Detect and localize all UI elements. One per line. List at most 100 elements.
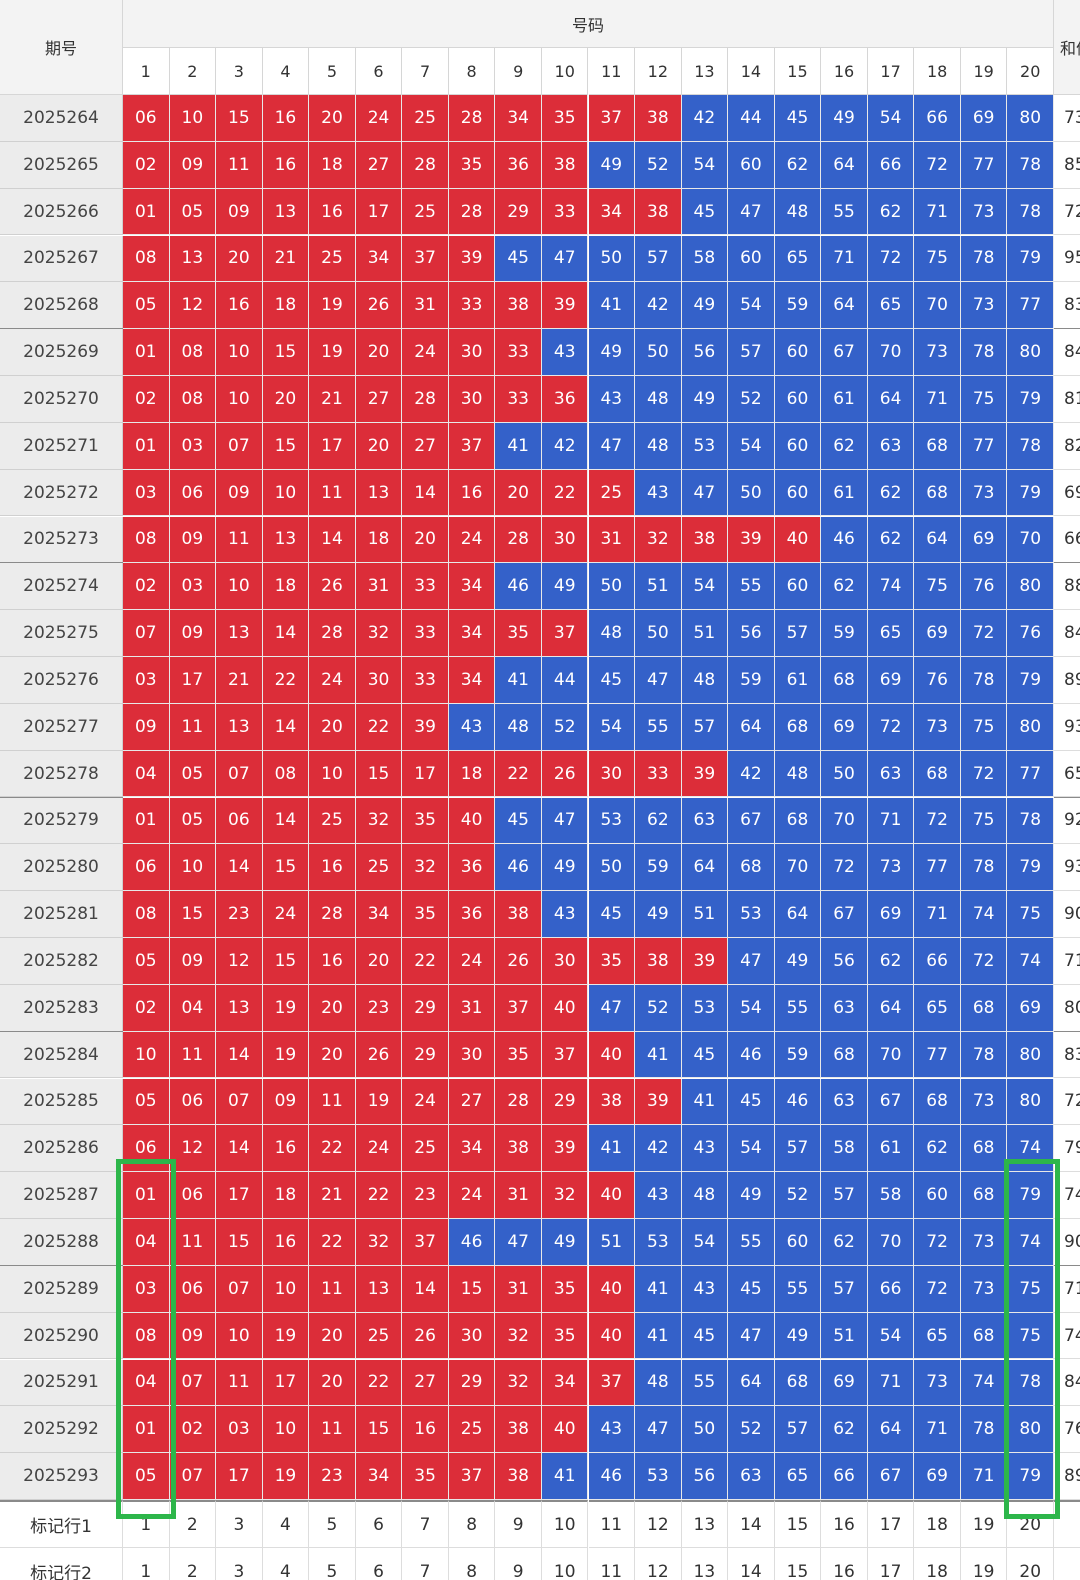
issue-cell: 2025281 bbox=[0, 891, 123, 938]
number-cell: 62 bbox=[635, 797, 682, 845]
number-cell: 24 bbox=[355, 1125, 403, 1173]
number-cell: 62 bbox=[821, 422, 868, 470]
number-cell: 64 bbox=[728, 703, 775, 751]
number-cell: 25 bbox=[309, 797, 356, 845]
number-cell: 45 bbox=[588, 657, 636, 704]
number-cell: 28 bbox=[402, 141, 449, 189]
number-cell: 68 bbox=[821, 657, 868, 704]
number-cell: 62 bbox=[774, 141, 822, 189]
number-cell: 56 bbox=[821, 938, 868, 985]
number-cell: 64 bbox=[681, 844, 729, 892]
column-header: 9 bbox=[495, 48, 542, 95]
number-cell: 19 bbox=[262, 1453, 310, 1500]
number-cell: 22 bbox=[262, 657, 310, 704]
number-cell: 44 bbox=[541, 657, 589, 704]
number-cell: 50 bbox=[821, 750, 868, 798]
number-cell: 16 bbox=[309, 188, 356, 236]
number-cell: 21 bbox=[309, 376, 356, 423]
number-cell: 71 bbox=[914, 376, 961, 423]
number-cell: 08 bbox=[123, 891, 170, 938]
number-cell: 51 bbox=[681, 891, 729, 938]
number-cell: 68 bbox=[914, 422, 961, 470]
number-cell: 51 bbox=[681, 610, 729, 657]
number-cell: 15 bbox=[448, 1265, 496, 1313]
number-cell: 62 bbox=[867, 188, 915, 236]
sum-cell: 899 bbox=[1054, 657, 1080, 704]
number-cell: 15 bbox=[216, 95, 263, 142]
number-cell: 32 bbox=[355, 1219, 403, 1266]
number-cell: 70 bbox=[914, 282, 961, 330]
marker-cell: 1 bbox=[123, 1500, 170, 1548]
issue-cell: 2025266 bbox=[0, 188, 123, 236]
number-cell: 76 bbox=[1007, 610, 1054, 657]
marker-cell: 15 bbox=[774, 1548, 822, 1580]
number-cell: 11 bbox=[169, 1219, 217, 1266]
number-cell: 69 bbox=[867, 891, 915, 938]
number-cell: 14 bbox=[262, 610, 310, 657]
number-cell: 65 bbox=[914, 1312, 961, 1360]
number-cell: 18 bbox=[262, 563, 310, 611]
number-cell: 01 bbox=[123, 1406, 170, 1454]
number-cell: 30 bbox=[448, 376, 496, 423]
number-cell: 28 bbox=[309, 610, 356, 657]
number-cell: 08 bbox=[123, 1312, 170, 1360]
number-cell: 41 bbox=[635, 1265, 682, 1313]
number-cell: 29 bbox=[402, 984, 449, 1032]
number-cell: 72 bbox=[914, 141, 961, 189]
number-cell: 46 bbox=[448, 1219, 496, 1266]
number-cell: 01 bbox=[123, 797, 170, 845]
number-cell: 09 bbox=[169, 141, 217, 189]
number-cell: 60 bbox=[774, 422, 822, 470]
number-cell: 37 bbox=[402, 1219, 449, 1266]
number-cell: 05 bbox=[169, 188, 217, 236]
marker-cell: 14 bbox=[728, 1548, 775, 1580]
number-cell: 02 bbox=[123, 141, 170, 189]
issue-cell: 2025278 bbox=[0, 750, 123, 798]
number-cell: 20 bbox=[355, 422, 403, 470]
number-cell: 11 bbox=[216, 1359, 263, 1407]
number-cell: 69 bbox=[914, 610, 961, 657]
number-cell: 31 bbox=[495, 1172, 542, 1219]
number-cell: 14 bbox=[216, 1125, 263, 1173]
number-cell: 78 bbox=[1007, 422, 1054, 470]
number-cell: 38 bbox=[635, 938, 682, 985]
number-cell: 60 bbox=[914, 1172, 961, 1219]
number-cell: 25 bbox=[355, 1312, 403, 1360]
number-cell: 30 bbox=[448, 1312, 496, 1360]
number-cell: 42 bbox=[635, 1125, 682, 1173]
column-header: 17 bbox=[867, 48, 915, 95]
number-cell: 37 bbox=[588, 1359, 636, 1407]
number-cell: 13 bbox=[355, 469, 403, 517]
number-cell: 40 bbox=[541, 1406, 589, 1454]
number-cell: 60 bbox=[774, 376, 822, 423]
number-cell: 18 bbox=[448, 750, 496, 798]
number-cell: 47 bbox=[728, 1312, 775, 1360]
number-cell: 25 bbox=[402, 188, 449, 236]
number-cell: 48 bbox=[681, 1172, 729, 1219]
number-cell: 24 bbox=[448, 1172, 496, 1219]
number-cell: 46 bbox=[728, 1031, 775, 1079]
number-cell: 10 bbox=[262, 1265, 310, 1313]
number-cell: 17 bbox=[402, 750, 449, 798]
number-cell: 13 bbox=[355, 1265, 403, 1313]
number-cell: 30 bbox=[355, 657, 403, 704]
number-cell: 40 bbox=[774, 516, 822, 564]
number-cell: 78 bbox=[1007, 1359, 1054, 1407]
issue-cell: 2025284 bbox=[0, 1031, 123, 1079]
number-cell: 32 bbox=[541, 1172, 589, 1219]
number-cell: 49 bbox=[541, 844, 589, 892]
number-cell: 28 bbox=[402, 376, 449, 423]
number-cell: 74 bbox=[1007, 1125, 1054, 1173]
number-cell: 43 bbox=[541, 891, 589, 938]
sum-cell: 929 bbox=[1054, 797, 1080, 845]
number-cell: 73 bbox=[914, 703, 961, 751]
number-cell: 45 bbox=[495, 797, 542, 845]
number-cell: 16 bbox=[262, 1219, 310, 1266]
number-cell: 49 bbox=[774, 938, 822, 985]
number-cell: 38 bbox=[681, 516, 729, 564]
number-cell: 19 bbox=[309, 329, 356, 376]
number-cell: 25 bbox=[402, 1125, 449, 1173]
number-cell: 45 bbox=[588, 891, 636, 938]
number-cell: 28 bbox=[495, 1078, 542, 1126]
number-cell: 54 bbox=[867, 1312, 915, 1360]
